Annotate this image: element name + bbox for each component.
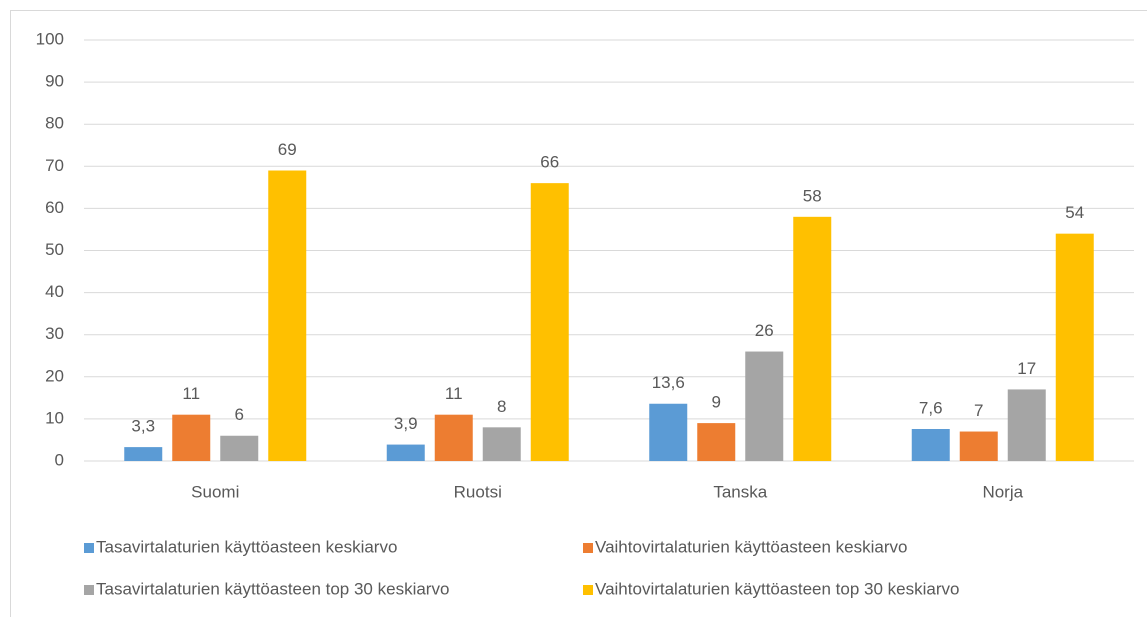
data-label: 11 xyxy=(182,384,200,403)
data-label: 66 xyxy=(540,153,559,172)
y-tick-label: 0 xyxy=(55,450,64,469)
y-tick-label: 50 xyxy=(45,240,64,259)
bar xyxy=(745,351,784,461)
y-tick-label: 10 xyxy=(45,408,64,427)
data-label: 8 xyxy=(497,397,506,416)
bar xyxy=(649,403,688,461)
data-label: 3,9 xyxy=(394,414,418,433)
data-label: 26 xyxy=(755,321,774,340)
data-label: 11 xyxy=(445,384,463,403)
y-tick-label: 80 xyxy=(45,114,64,133)
data-label: 9 xyxy=(712,393,721,412)
legend-swatch xyxy=(84,585,94,595)
legend-label: Vaihtovirtalaturien käyttöasteen top 30 … xyxy=(595,579,959,598)
x-tick-label: Norja xyxy=(982,482,1023,501)
y-tick-label: 100 xyxy=(36,29,64,48)
bar xyxy=(911,429,950,461)
data-label: 7,6 xyxy=(919,398,943,417)
data-label: 69 xyxy=(278,140,297,159)
bar xyxy=(530,183,569,461)
data-label: 7 xyxy=(974,401,983,420)
bar xyxy=(386,444,425,461)
legend-swatch xyxy=(84,543,94,553)
chart-border xyxy=(10,10,1147,617)
bar xyxy=(482,427,521,461)
bar xyxy=(959,431,998,461)
legend-label: Tasavirtalaturien käyttöasteen top 30 ke… xyxy=(96,579,449,598)
data-label: 3,3 xyxy=(131,417,155,436)
data-label: 54 xyxy=(1065,203,1084,222)
y-tick-label: 70 xyxy=(45,156,64,175)
bar xyxy=(172,414,211,461)
legend-swatch xyxy=(583,543,593,553)
data-label: 58 xyxy=(803,186,822,205)
legend-label: Vaihtovirtalaturien käyttöasteen keskiar… xyxy=(595,537,907,556)
data-label: 17 xyxy=(1017,359,1036,378)
legend-swatch xyxy=(583,585,593,595)
y-tick-label: 90 xyxy=(45,72,64,91)
bar xyxy=(793,216,832,461)
bar xyxy=(268,170,307,461)
x-tick-label: Tanska xyxy=(713,482,767,501)
bar xyxy=(1055,233,1094,461)
x-tick-label: Suomi xyxy=(191,482,239,501)
bar xyxy=(220,435,259,461)
y-tick-label: 20 xyxy=(45,366,64,385)
y-tick-label: 40 xyxy=(45,282,64,301)
bar xyxy=(124,447,163,461)
data-label: 6 xyxy=(235,405,244,424)
x-tick-label: Ruotsi xyxy=(454,482,502,501)
bar xyxy=(434,414,473,461)
bar xyxy=(697,423,736,461)
y-tick-label: 30 xyxy=(45,324,64,343)
data-label: 13,6 xyxy=(652,373,685,392)
y-tick-label: 60 xyxy=(45,198,64,217)
bar xyxy=(1007,389,1046,461)
legend-label: Tasavirtalaturien käyttöasteen keskiarvo xyxy=(96,537,397,556)
